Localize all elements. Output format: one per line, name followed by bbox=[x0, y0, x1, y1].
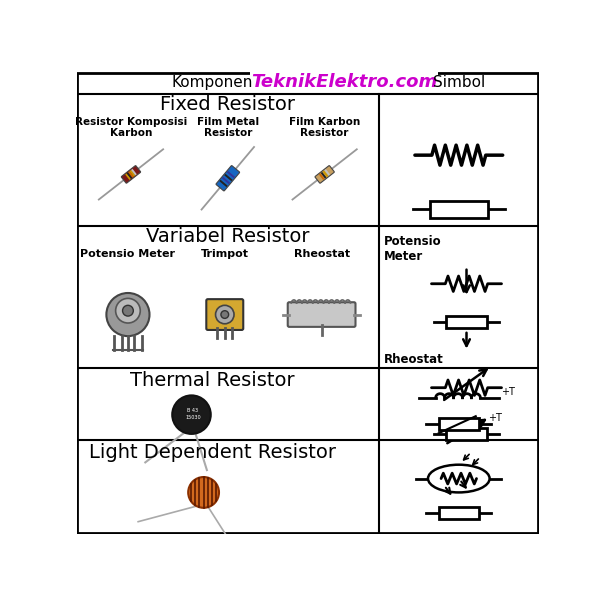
Text: Komponen: Komponen bbox=[172, 75, 253, 90]
Text: Potensio Meter: Potensio Meter bbox=[80, 249, 175, 259]
Text: Light Dependent Resistor: Light Dependent Resistor bbox=[89, 443, 336, 462]
Ellipse shape bbox=[428, 464, 490, 493]
Bar bbox=[439, 507, 479, 520]
FancyBboxPatch shape bbox=[288, 302, 355, 327]
Text: Potensio
Meter: Potensio Meter bbox=[384, 235, 442, 263]
Text: Film Karbon
Resistor: Film Karbon Resistor bbox=[289, 116, 360, 138]
Bar bbox=[446, 428, 487, 440]
Text: Variabel Resistor: Variabel Resistor bbox=[146, 227, 310, 246]
Text: Rheostat: Rheostat bbox=[293, 249, 350, 259]
Bar bbox=[127, 172, 133, 179]
Bar bbox=[320, 172, 326, 179]
Text: Thermal Resistor: Thermal Resistor bbox=[130, 371, 295, 390]
Bar bbox=[430, 200, 488, 218]
Bar bbox=[224, 174, 233, 181]
Circle shape bbox=[188, 477, 219, 508]
Text: Rheostat: Rheostat bbox=[384, 353, 443, 366]
Text: Simbol: Simbol bbox=[433, 75, 485, 90]
Bar bbox=[439, 418, 479, 430]
Text: TeknikElektro.com: TeknikElektro.com bbox=[251, 73, 437, 91]
Text: Film Metal
Resistor: Film Metal Resistor bbox=[197, 116, 259, 138]
FancyBboxPatch shape bbox=[216, 166, 239, 191]
FancyBboxPatch shape bbox=[206, 299, 243, 330]
Text: Resistor Komposisi
Karbon: Resistor Komposisi Karbon bbox=[75, 116, 187, 138]
FancyBboxPatch shape bbox=[121, 166, 140, 183]
Bar bbox=[130, 170, 136, 176]
Bar bbox=[222, 177, 230, 184]
Circle shape bbox=[106, 293, 149, 336]
Text: Fixed Resistor: Fixed Resistor bbox=[160, 95, 295, 114]
Circle shape bbox=[122, 305, 133, 316]
Bar bbox=[319, 173, 325, 180]
Bar bbox=[220, 180, 227, 187]
Bar bbox=[125, 173, 131, 180]
Text: Trimpot: Trimpot bbox=[201, 249, 249, 259]
Circle shape bbox=[215, 305, 234, 324]
Text: B 43: B 43 bbox=[187, 407, 199, 413]
Circle shape bbox=[172, 395, 211, 434]
Text: +T: +T bbox=[501, 386, 515, 397]
Bar bbox=[128, 171, 134, 178]
FancyBboxPatch shape bbox=[315, 166, 334, 183]
Bar bbox=[131, 169, 137, 175]
Bar bbox=[227, 171, 235, 178]
Circle shape bbox=[116, 298, 140, 323]
Text: +T: +T bbox=[488, 413, 502, 423]
Circle shape bbox=[221, 311, 229, 319]
Bar bbox=[323, 170, 328, 177]
Text: 15030: 15030 bbox=[185, 415, 201, 420]
Bar bbox=[446, 316, 487, 328]
Bar bbox=[325, 169, 330, 176]
